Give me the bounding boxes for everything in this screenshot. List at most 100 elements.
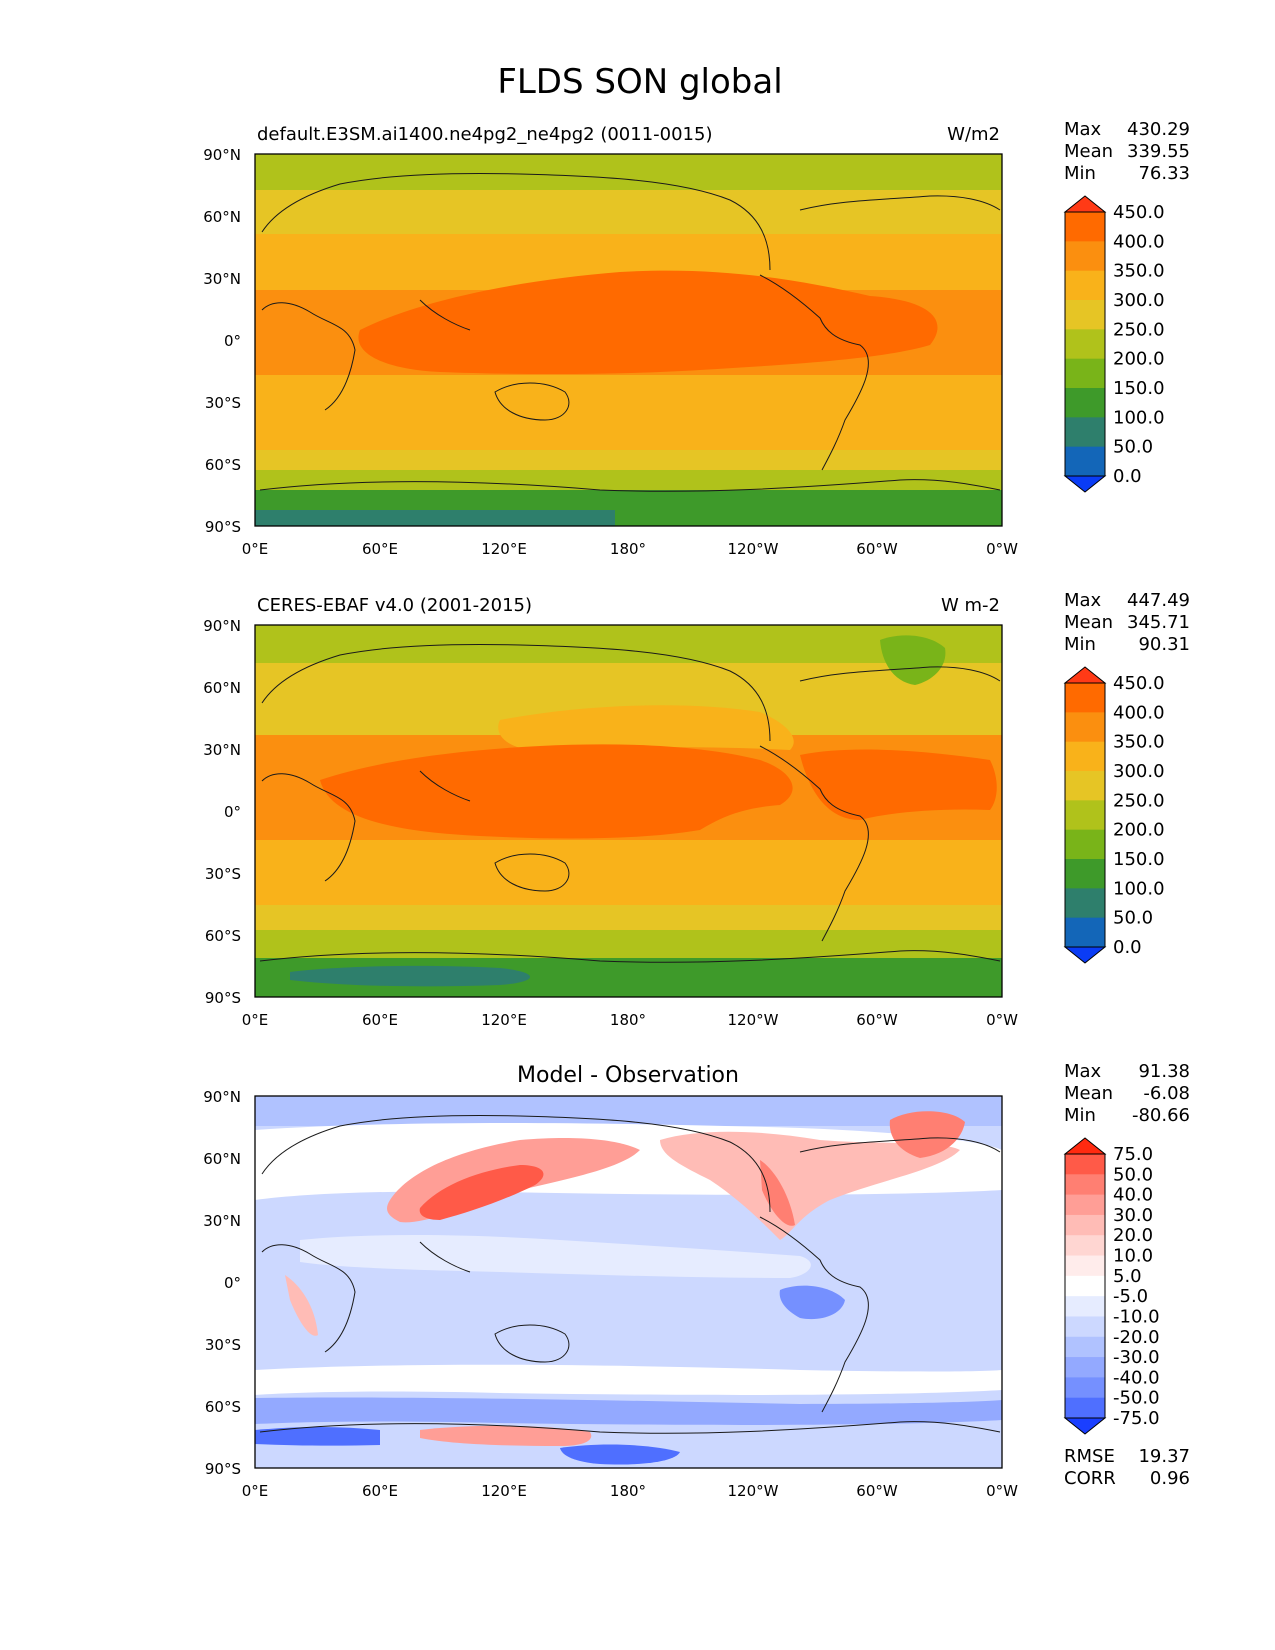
colorbar-extend-bottom (1063, 946, 1107, 964)
colorbar-segment (1065, 358, 1105, 389)
zone-ross-cold (560, 1444, 680, 1465)
lon-tick-label: 0°E (242, 1482, 269, 1500)
colorbar-extend-top (1063, 195, 1107, 213)
colorbar-tick-label: 300.0 (1113, 290, 1165, 311)
stat-value-max: 430.29 (1127, 119, 1190, 140)
colorbar-extend-top (1063, 666, 1107, 684)
colorbar-model: 450.0 400.0 350.0 300.0 250.0 200.0 150.0 100.0… (1063, 195, 1165, 493)
lon-tick-label: 60°W (856, 540, 898, 558)
colorbar-extend-bottom (1063, 475, 1107, 493)
colorbar-tick-label: 100.0 (1113, 878, 1165, 899)
zone-asia-core (419, 1165, 544, 1220)
lat-tick-label: 60°N (203, 208, 241, 226)
lon-tick-labels: 0°E 60°E 120°E 180° 120°W 60°W 0°W (242, 1011, 1018, 1029)
lat-tick-label: 0° (224, 1274, 241, 1292)
map-frame (254, 1095, 1003, 1469)
colorbar-tick-label: 400.0 (1113, 231, 1165, 252)
stat-value-max: 91.38 (1138, 1061, 1190, 1082)
map-field-observation (255, 625, 1002, 997)
colorbar-segment (1065, 712, 1105, 743)
zone-southern-ocean (255, 930, 1002, 960)
lat-tick-label: 30°N (203, 741, 241, 759)
lon-tick-label: 180° (610, 1011, 646, 1029)
colorbar-segment (1065, 1235, 1105, 1257)
coastlines (259, 1115, 1001, 1434)
lon-tick-label: 120°E (481, 540, 527, 558)
colorbar-segment (1065, 683, 1105, 713)
colorbar-tick-label: 350.0 (1113, 261, 1165, 282)
colorbar-tick-label: -20.0 (1113, 1327, 1160, 1348)
panel-left-title: default.E3SM.ai1400.ne4pg2_ne4pg2 (0011-… (257, 124, 712, 145)
panel-observation: CERES-EBAF v4.0 (2001-2015) W m-2 (203, 590, 1190, 1029)
zone-north-america-warm (660, 1131, 960, 1240)
panel-model: default.E3SM.ai1400.ne4pg2_ne4pg2 (0011-… (203, 119, 1190, 558)
zone-greenland-warm (889, 1111, 965, 1158)
colorbar-segment (1065, 1397, 1105, 1419)
lat-tick-labels: 90°N 60°N 30°N 0° 30°S 60°S 90°S (203, 146, 241, 536)
colorbar-tick-label: 200.0 (1113, 349, 1165, 370)
stat-value-mean: 339.55 (1127, 141, 1190, 162)
colorbar-tick-label: 100.0 (1113, 407, 1165, 428)
colorbar-tick-label: 150.0 (1113, 849, 1165, 870)
colorbar-tick-label: 450.0 (1113, 202, 1165, 223)
map-frame (254, 624, 1003, 998)
colorbar-tick-label: 250.0 (1113, 319, 1165, 340)
colorbar-extend-bottom (1063, 1417, 1107, 1435)
colorbar-tick-label: 5.0 (1113, 1266, 1142, 1287)
colorbar-segment (1065, 771, 1105, 801)
colorbar-tick-label: 20.0 (1113, 1225, 1153, 1246)
zone-south-subtropic (255, 375, 1002, 455)
lon-tick-label: 120°E (481, 1011, 527, 1029)
lat-tick-label: 90°N (203, 1088, 241, 1106)
panel-units: W/m2 (947, 124, 1000, 145)
lat-tick-label: 60°S (205, 1398, 241, 1416)
colorbar-tick-label: 50.0 (1113, 437, 1153, 458)
lon-tick-label: 60°E (362, 540, 398, 558)
lat-tick-label: 30°N (203, 270, 241, 288)
colorbar-observation: 450.0 400.0 350.0 300.0 250.0 200.0 150.0 100.0… (1063, 666, 1165, 964)
zone-southern-cold (255, 1397, 1002, 1425)
colorbar-tick-label: 250.0 (1113, 790, 1165, 811)
lon-tick-label: 60°E (362, 1011, 398, 1029)
zone-warm-pool (320, 744, 793, 839)
colorbar-frame (1064, 682, 1106, 948)
zone-warm-pool (358, 270, 938, 375)
colorbar-segment (1065, 300, 1105, 330)
colorbar-tick-label: -40.0 (1113, 1367, 1160, 1388)
lat-tick-label: 60°S (205, 456, 241, 474)
colorbar-tick-label: 200.0 (1113, 820, 1165, 841)
lon-tick-label: 120°W (728, 540, 779, 558)
stat-value-corr: 0.96 (1150, 1468, 1190, 1489)
colorbar-segment (1065, 212, 1105, 242)
lon-tick-labels: 0°E 60°E 120°E 180° 120°W 60°W 0°W (242, 540, 1018, 558)
lat-tick-label: 90°S (205, 518, 241, 536)
zone-atlantic-warm (800, 749, 997, 820)
lon-tick-label: 0°E (242, 540, 269, 558)
stat-label-mean: Mean (1064, 1083, 1113, 1104)
lon-tick-label: 60°W (856, 1482, 898, 1500)
lon-tick-label: 0°E (242, 1011, 269, 1029)
stat-value-mean: 345.71 (1127, 612, 1190, 633)
figure-title: FLDS SON global (497, 62, 782, 102)
colorbar-tick-label: 30.0 (1113, 1205, 1153, 1226)
stat-label-rmse: RMSE (1064, 1446, 1115, 1467)
colorbar-segment (1065, 1174, 1105, 1196)
zone-greenland (880, 635, 946, 685)
colorbar-segment (1065, 270, 1105, 301)
colorbar-frame (1064, 211, 1106, 477)
colorbar-segment (1065, 888, 1105, 919)
colorbar-tick-label: 50.0 (1113, 908, 1153, 929)
colorbar-segment (1065, 1255, 1105, 1277)
colorbar-tick-label: 400.0 (1113, 702, 1165, 723)
map-field-difference (255, 1096, 1002, 1468)
lat-tick-label: 30°S (205, 1336, 241, 1354)
colorbar-difference: 75.050.040.030.020.010.05.0-5.0-10.0-20.… (1063, 1137, 1160, 1435)
stat-value-min: -80.66 (1132, 1105, 1190, 1126)
lat-tick-label: 30°S (205, 865, 241, 883)
stat-label-min: Min (1064, 1105, 1096, 1126)
zone-east-antarctic (290, 965, 530, 987)
stat-label-max: Max (1064, 590, 1102, 611)
lat-tick-label: 0° (224, 803, 241, 821)
stat-label-max: Max (1064, 1061, 1102, 1082)
